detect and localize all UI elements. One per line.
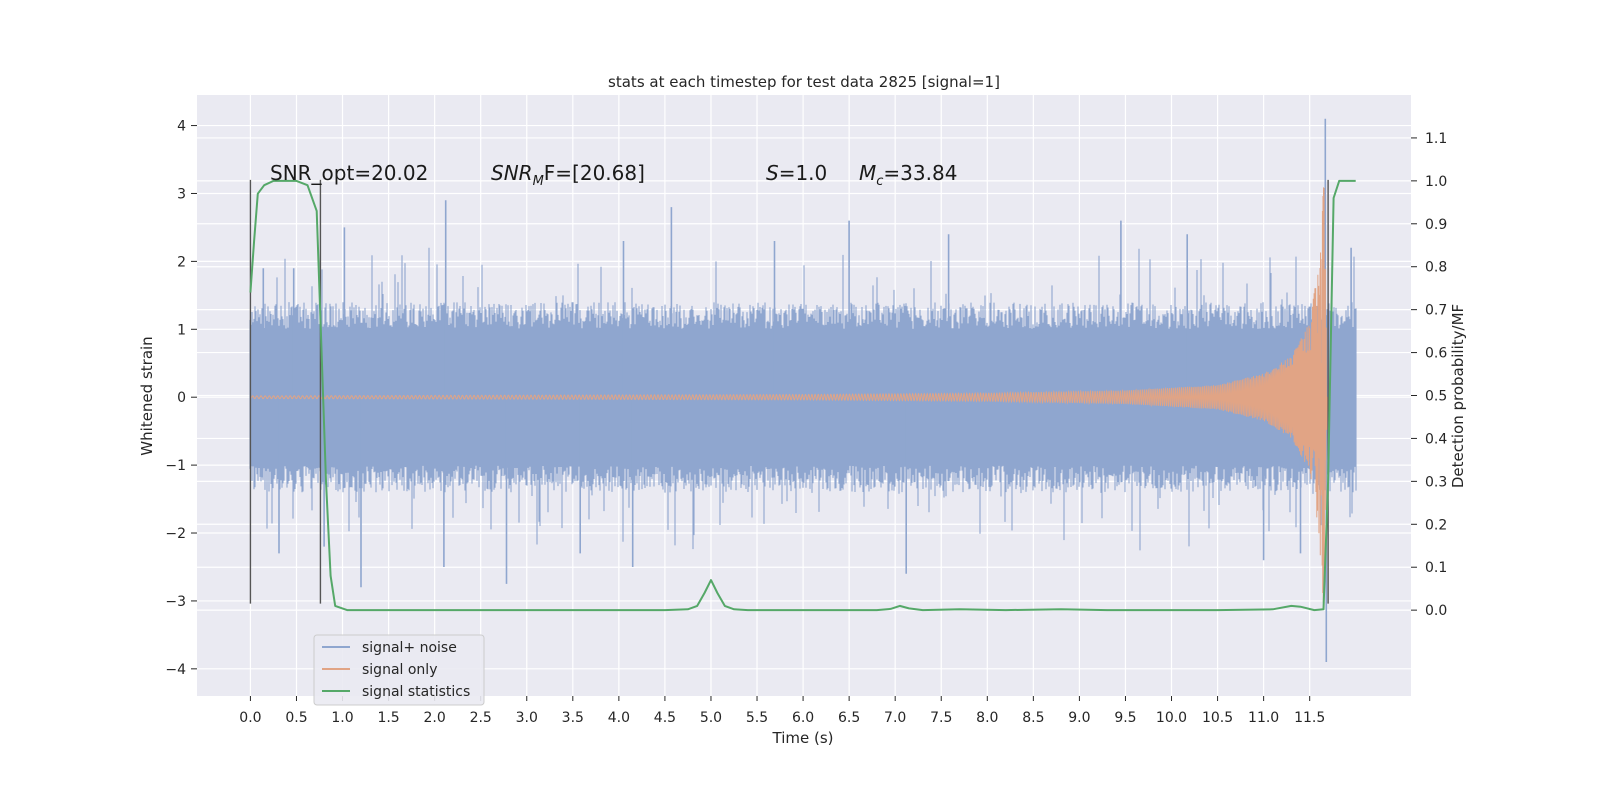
y-right-tick-label-11: 1.1 [1425,131,1447,147]
y-tick-label-4: 0 [177,390,186,406]
chart-title: stats at each timestep for test data 282… [608,73,1000,91]
y-tick-label-2: −2 [165,526,186,542]
legend-box [313,634,485,706]
x-axis-label: Time (s) [772,729,834,747]
annotation-snr-mf-text: SNR [491,161,533,185]
y-tick-label-8: 4 [177,119,186,135]
annotation-s-tail: =1.0 [779,161,828,185]
y-right-tick-label-1: 0.1 [1425,560,1447,576]
x-tick-label-12: 6.0 [792,710,814,726]
x-tick-label-3: 1.5 [377,710,399,726]
y-tick-label-3: −1 [165,458,186,474]
legend-label-signal-statistics: signal statistics [362,684,470,700]
x-tick-label-13: 6.5 [838,710,860,726]
x-tick-label-21: 10.5 [1202,710,1233,726]
y-axis-label: Whitened strain [138,336,156,455]
signal-only-trace [250,187,1329,611]
y-right-tick-label-2: 0.2 [1425,517,1447,533]
x-tick-label-17: 8.5 [1022,710,1044,726]
y-right-tick-label-0: 0.0 [1425,603,1447,619]
y-right-tick-label-10: 1.0 [1425,174,1447,190]
vertical-markers [249,179,1329,604]
y-right-tick-label-7: 0.7 [1425,303,1447,319]
y-tick-label-7: 3 [177,186,186,202]
annotation-s-text: S [766,161,779,185]
x-tick-label-19: 9.5 [1114,710,1136,726]
x-tick-label-9: 4.5 [654,710,676,726]
x-tick-label-11: 5.5 [746,710,768,726]
x-tick-label-8: 4.0 [608,710,630,726]
x-tick-label-16: 8.0 [976,710,998,726]
legend-label-signal-noise: signal+ noise [362,640,457,656]
y-tick-label-6: 2 [177,254,186,270]
x-tick-label-14: 7.0 [884,710,906,726]
y-right-axis-ticks: 0.0 0.1 0.2 0.3 0.4 0.5 0.6 0.7 0.8 0.9 1.0 1.1 [1411,131,1447,619]
x-tick-label-10: 5.0 [700,710,722,726]
x-tick-label-20: 10.0 [1156,710,1187,726]
x-tick-label-1: 0.5 [285,710,307,726]
annotation-snr-mf-sub: M [533,174,544,189]
annotation-s-value: S=1.0 [766,161,827,185]
annotation-snr-mf: SNRMF=[20.68] [491,161,645,189]
annotations: SNR_opt=20.02 SNRMF=[20.68] S=1.0 Mc=33.… [270,161,957,189]
signal-noise-peaks [262,118,1352,662]
y-right-axis-label: Detection probability/MF [1449,304,1467,488]
y-tick-label-0: −4 [165,662,186,678]
x-tick-label-4: 2.0 [424,710,446,726]
annotation-snr-opt: SNR_opt=20.02 [270,161,428,185]
x-tick-label-18: 9.0 [1068,710,1090,726]
x-tick-label-23: 11.5 [1294,710,1325,726]
y-right-tick-label-4: 0.4 [1425,431,1447,447]
annotation-mc-tail: =33.84 [883,161,957,185]
y-right-tick-label-3: 0.3 [1425,474,1447,490]
x-tick-label-0: 0.0 [239,710,261,726]
x-axis-ticks: 0.0 0.5 1.0 1.5 2.0 2.5 3.0 3.5 4.0 4.5 5.0 5.5 6.0 6… [239,696,1325,726]
x-tick-label-6: 3.0 [516,710,538,726]
y-axis-ticks: −4 −3 −2 −1 0 1 2 3 4 [165,119,197,678]
legend: signal+ noise signal only signal statist… [313,634,485,706]
y-tick-label-1: −3 [165,594,186,610]
y-tick-label-5: 1 [177,322,186,338]
series-signal-statistics [249,179,1356,612]
plot-area [197,95,1411,696]
x-tick-label-7: 3.5 [562,710,584,726]
y-right-tick-label-6: 0.6 [1425,346,1447,362]
y-right-tick-label-5: 0.5 [1425,389,1447,405]
x-tick-label-2: 1.0 [331,710,353,726]
annotation-mc-sub: c [876,174,883,189]
signal-statistics-line [249,179,1356,612]
annotation-mc-text: M [859,161,876,185]
y-right-tick-label-9: 0.9 [1425,217,1447,233]
legend-label-signal-only: signal only [362,662,437,678]
y-right-tick-label-8: 0.8 [1425,260,1447,276]
x-tick-label-15: 7.5 [930,710,952,726]
x-tick-label-22: 11.0 [1248,710,1279,726]
annotation-mc-value: Mc=33.84 [859,161,957,189]
x-tick-label-5: 2.5 [470,710,492,726]
annotation-snr-mf-tail: F=[20.68] [544,161,645,185]
series-signal-only [250,187,1329,611]
